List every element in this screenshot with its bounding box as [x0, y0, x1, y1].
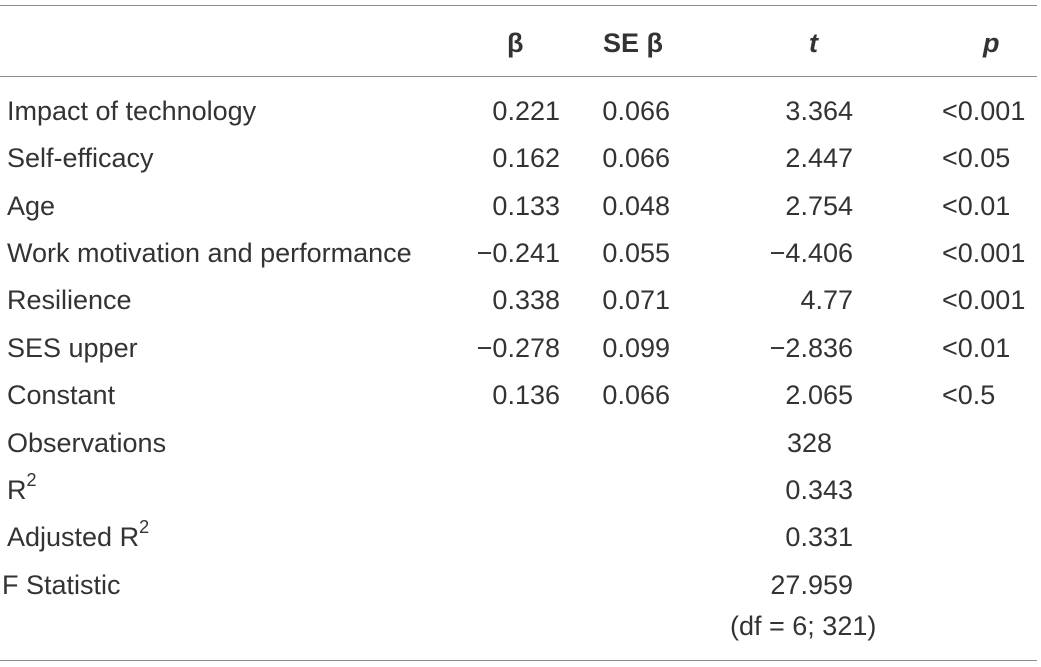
row-t: 2.447	[785, 143, 853, 173]
row-label: Resilience	[7, 285, 132, 315]
row-t: −2.836	[769, 333, 853, 363]
row-label: Impact of technology	[7, 96, 257, 126]
row-beta: 0.162	[492, 143, 560, 173]
r2-label-text: R	[7, 475, 27, 505]
row-beta: 0.221	[492, 96, 560, 126]
row-se-beta: 0.066	[602, 96, 670, 126]
adjusted-r2-superscript: 2	[139, 517, 150, 537]
adjusted-r2-value: 0.331	[785, 522, 853, 552]
row-label: Age	[7, 191, 56, 221]
adjusted-r2-label-text: Adjusted R	[7, 522, 140, 552]
table-top-rule	[0, 5, 1037, 6]
r2-label: R2	[7, 471, 37, 506]
row-p: <0.5	[942, 380, 996, 410]
header-beta: β	[507, 28, 524, 58]
row-beta: 0.338	[492, 285, 560, 315]
row-se-beta: 0.071	[602, 285, 670, 315]
row-p: <0.001	[942, 285, 1026, 315]
r2-superscript: 2	[26, 470, 37, 490]
row-label: Constant	[7, 380, 116, 410]
row-p: <0.01	[942, 191, 1011, 221]
row-t: −4.406	[769, 238, 853, 268]
header-p: p	[983, 28, 1000, 58]
row-se-beta: 0.048	[602, 191, 670, 221]
f-statistic-label: F Statistic	[2, 570, 121, 600]
header-se-beta: SE β	[603, 28, 663, 58]
row-t: 2.754	[785, 191, 853, 221]
row-p: <0.05	[942, 143, 1011, 173]
row-beta: 0.133	[492, 191, 560, 221]
observations-value: 328	[786, 428, 832, 458]
row-t: 4.77	[800, 285, 853, 315]
row-beta: −0.278	[476, 333, 560, 363]
row-beta: 0.136	[492, 380, 560, 410]
row-se-beta: 0.099	[602, 333, 670, 363]
adjusted-r2-label: Adjusted R2	[7, 518, 149, 553]
row-p: <0.01	[942, 333, 1011, 363]
f-statistic-value: 27.959	[770, 570, 853, 600]
r2-value: 0.343	[785, 475, 853, 505]
row-p: <0.001	[942, 238, 1026, 268]
row-label: Work motivation and performance	[7, 238, 412, 268]
table-bottom-rule	[0, 660, 1037, 661]
observations-label: Observations	[7, 428, 167, 458]
row-p: <0.001	[942, 96, 1026, 126]
row-label: Self-efficacy	[7, 143, 154, 173]
row-se-beta: 0.066	[602, 380, 670, 410]
row-se-beta: 0.055	[602, 238, 670, 268]
f-statistic-df: (df = 6; 321)	[730, 611, 877, 641]
row-t: 3.364	[785, 96, 853, 126]
table-header-rule	[0, 76, 1037, 77]
header-t: t	[809, 28, 818, 58]
row-label: SES upper	[7, 333, 138, 363]
row-t: 2.065	[785, 380, 853, 410]
row-se-beta: 0.066	[602, 143, 670, 173]
row-beta: −0.241	[476, 238, 560, 268]
